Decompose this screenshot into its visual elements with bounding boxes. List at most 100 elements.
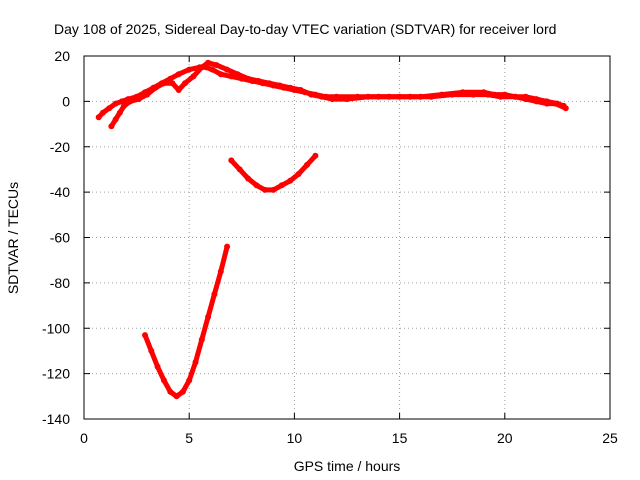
data-point — [295, 171, 302, 177]
data-point — [308, 91, 315, 98]
y-tick-label: -80 — [50, 275, 70, 291]
y-axis-label: SDTVAR / TECUs — [5, 182, 21, 294]
data-point — [266, 80, 273, 87]
data-point — [278, 182, 285, 189]
data-point — [173, 393, 180, 400]
data-point — [118, 98, 125, 105]
data-point — [552, 100, 559, 107]
data-point — [497, 93, 504, 100]
y-tick-label: -60 — [50, 230, 70, 246]
y-tick-label: 0 — [62, 93, 70, 109]
data-point — [224, 66, 231, 73]
data-point — [192, 359, 199, 366]
data-point — [562, 105, 569, 112]
data-point — [179, 388, 186, 395]
data-point — [135, 96, 142, 103]
y-tick-label: -100 — [42, 320, 70, 336]
data-point — [154, 363, 161, 370]
y-tick-label: -40 — [50, 184, 70, 200]
data-point — [228, 157, 235, 164]
data-point — [161, 80, 167, 87]
data-point — [148, 347, 155, 354]
data-point — [485, 91, 491, 98]
y-tick-label: -20 — [50, 139, 70, 155]
data-point — [245, 75, 252, 82]
series-deep-dip — [142, 244, 230, 399]
data-point — [287, 177, 294, 184]
data-point — [112, 100, 119, 107]
data-point — [428, 93, 435, 100]
data-point — [167, 388, 174, 395]
data-point — [512, 93, 519, 100]
data-point — [533, 98, 540, 105]
data-point — [407, 93, 414, 100]
data-point — [470, 91, 477, 98]
data-point — [236, 166, 243, 173]
data-point — [190, 73, 197, 80]
data-point — [276, 82, 283, 89]
data-point — [205, 313, 212, 320]
data-point — [142, 332, 148, 339]
data-point — [217, 268, 224, 275]
data-point — [211, 291, 218, 298]
data-point — [127, 98, 134, 105]
tick-layer: 0 5 10 15 20 25 -140 -120 -100 -80 -60 -40 -20 0 20 — [42, 48, 618, 446]
data-point — [386, 93, 393, 100]
x-tick-label: 15 — [392, 430, 408, 446]
data-point — [261, 186, 268, 193]
data-point — [144, 91, 151, 98]
data-point — [175, 87, 182, 93]
series-layer — [95, 59, 569, 400]
data-point — [245, 175, 252, 182]
data-point — [318, 93, 325, 100]
data-point — [365, 93, 371, 100]
data-point — [205, 59, 212, 66]
data-point — [106, 105, 113, 112]
data-point — [297, 87, 304, 93]
data-point — [182, 80, 188, 87]
data-point — [167, 75, 174, 82]
x-axis-label: GPS time / hours — [294, 458, 401, 474]
plot-frame — [83, 55, 611, 420]
data-point — [213, 62, 220, 69]
data-point — [169, 80, 176, 87]
chart-title: Day 108 of 2025, Sidereal Day-to-day VTE… — [54, 21, 556, 37]
data-point — [217, 71, 224, 78]
data-point — [175, 71, 182, 78]
data-point — [198, 336, 205, 343]
data-point — [198, 64, 205, 71]
data-point — [270, 186, 277, 193]
data-point — [116, 109, 123, 116]
x-tick-label: 20 — [497, 430, 513, 446]
series-mid-arc — [228, 153, 318, 193]
data-point — [209, 66, 216, 73]
data-point — [522, 96, 529, 103]
x-tick-label: 25 — [602, 430, 618, 446]
data-point — [186, 66, 193, 73]
y-tick-label: -120 — [42, 366, 70, 382]
y-tick-label: 20 — [54, 48, 70, 64]
data-point — [186, 377, 193, 384]
data-point — [152, 84, 159, 91]
data-point — [329, 96, 336, 103]
data-point — [253, 182, 260, 189]
data-point — [449, 91, 456, 98]
data-point — [543, 100, 550, 107]
data-point — [287, 84, 294, 91]
data-point — [99, 109, 106, 116]
data-point — [234, 71, 241, 78]
data-point — [228, 73, 235, 80]
data-point — [224, 243, 231, 250]
x-tick-label: 10 — [287, 430, 303, 446]
x-tick-label: 5 — [185, 430, 193, 446]
y-tick-label: -140 — [42, 411, 70, 427]
data-point — [112, 116, 119, 123]
data-point — [121, 102, 127, 109]
data-point — [304, 161, 310, 168]
x-tick-label: 0 — [80, 430, 88, 446]
data-point — [255, 78, 262, 84]
grid-layer — [84, 56, 610, 419]
data-point — [95, 114, 102, 121]
data-point — [312, 152, 319, 159]
